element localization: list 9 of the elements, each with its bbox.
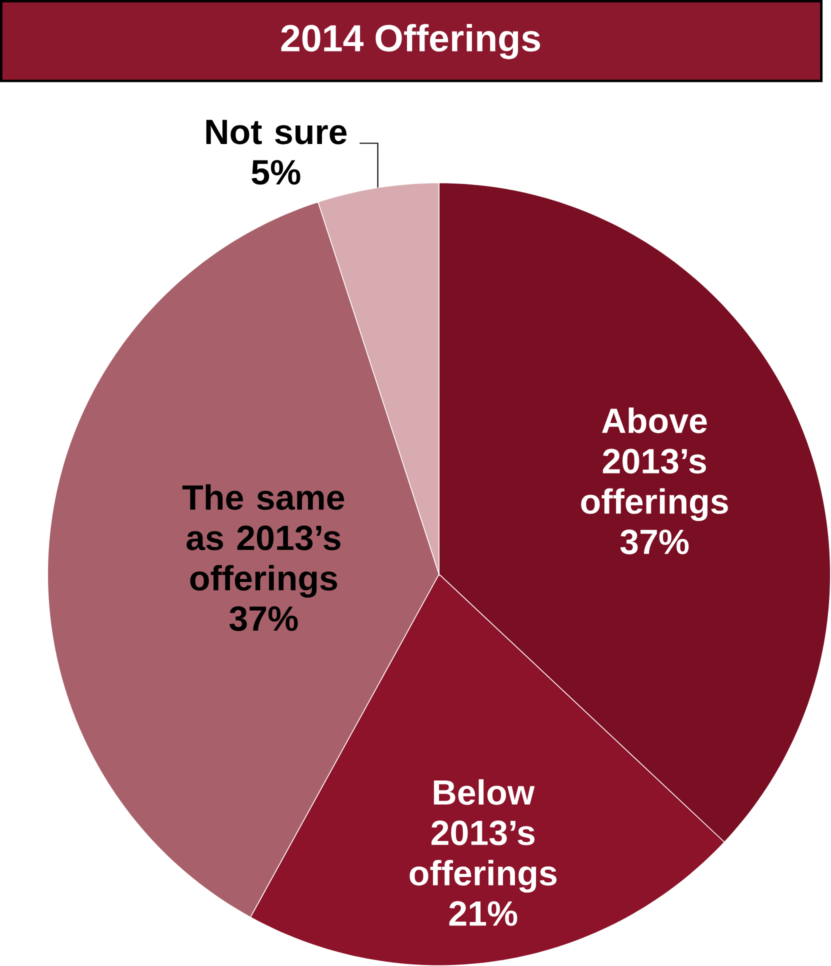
data-label: 37% xyxy=(230,606,298,632)
chart-title: 2014 Offerings xyxy=(281,24,540,60)
data-label: 37% xyxy=(620,530,689,554)
slice-label: The same as 2013’s offerings xyxy=(182,484,344,598)
slice-label: Below 2013’s offerings xyxy=(410,779,557,893)
slice-label: Above 2013’s offerings xyxy=(581,408,728,521)
data-label: 5% xyxy=(252,160,300,185)
slice-label: Not sure xyxy=(206,120,347,144)
data-label: 21% xyxy=(449,901,518,926)
